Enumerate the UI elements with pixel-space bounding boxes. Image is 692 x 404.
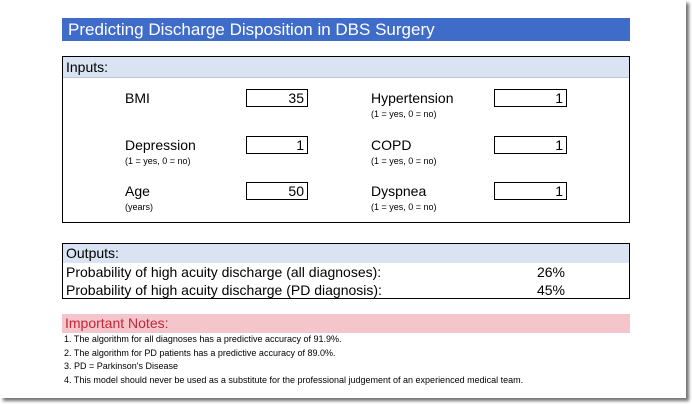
output-label: Probability of high acuity discharge (al… xyxy=(66,264,382,280)
hypertension-note: (1 = yes, 0 = no) xyxy=(371,109,437,119)
depression-note: (1 = yes, 0 = no) xyxy=(125,156,191,166)
output-label: Probability of high acuity discharge (PD… xyxy=(66,282,382,298)
note-item: 4. This model should never be used as a … xyxy=(64,374,524,385)
note-item: 1. The algorithm for all diagnoses has a… xyxy=(64,334,342,344)
output-value: 45% xyxy=(536,282,565,298)
depression-input[interactable] xyxy=(246,136,308,154)
copd-input[interactable] xyxy=(494,136,567,154)
age-label: Age xyxy=(125,183,150,199)
inputs-header: Inputs: xyxy=(63,57,629,78)
page-title: Predicting Discharge Disposition in DBS … xyxy=(62,18,630,41)
calculator-sheet: Predicting Discharge Disposition in DBS … xyxy=(62,18,630,387)
bmi-label: BMI xyxy=(125,90,150,106)
outputs-section: Outputs: Probability of high acuity disc… xyxy=(62,243,630,299)
age-note: (years) xyxy=(125,202,154,212)
bmi-input[interactable] xyxy=(246,89,308,107)
output-value: 26% xyxy=(536,264,565,280)
dyspnea-note: (1 = yes, 0 = no) xyxy=(371,202,437,212)
output-row-pd-diagnosis: Probability of high acuity discharge (PD… xyxy=(66,281,629,299)
notes-list: 1. The algorithm for all diagnoses has a… xyxy=(64,333,523,387)
depression-label: Depression xyxy=(125,137,196,153)
hypertension-input[interactable] xyxy=(494,89,567,107)
outputs-header: Outputs: xyxy=(63,244,629,263)
copd-label: COPD xyxy=(371,137,412,153)
output-row-all-diagnoses: Probability of high acuity discharge (al… xyxy=(66,263,629,281)
dyspnea-input[interactable] xyxy=(494,182,567,200)
note-item: 3. PD = Parkinson's Disease xyxy=(64,361,179,371)
age-input[interactable] xyxy=(246,182,308,200)
note-item: 2. The algorithm for PD patients has a p… xyxy=(64,347,336,358)
inputs-section: Inputs: BMI Hypertension (1 = yes, 0 = n… xyxy=(62,56,630,223)
hypertension-label: Hypertension xyxy=(371,90,454,106)
notes-header: Important Notes: xyxy=(62,314,630,333)
dyspnea-label: Dyspnea xyxy=(371,183,427,199)
copd-note: (1 = yes, 0 = no) xyxy=(371,156,437,166)
